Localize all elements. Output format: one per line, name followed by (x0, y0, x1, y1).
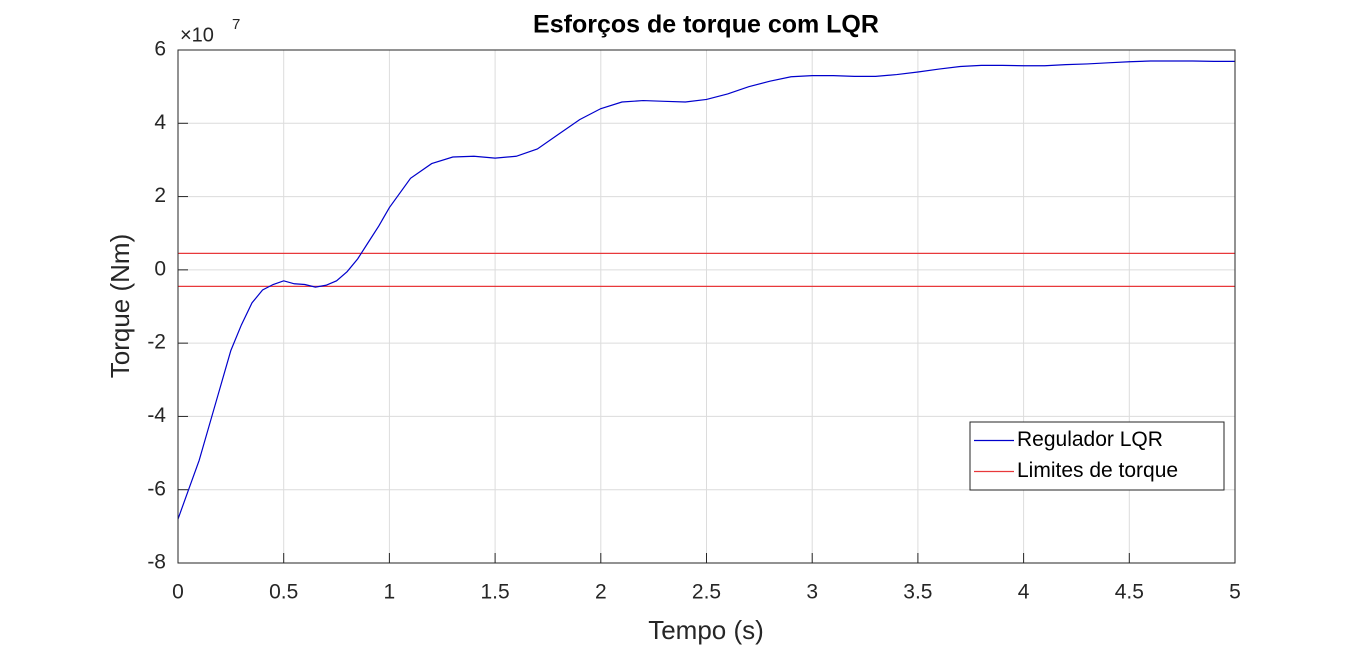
y-exponent-base: ×10 (180, 24, 214, 46)
y-tick-label: -8 (147, 551, 166, 574)
x-tick-label: 1.5 (480, 581, 509, 604)
y-exponent-power: 7 (232, 16, 240, 33)
series-line (177, 60, 1235, 520)
x-tick-label: 0.5 (269, 581, 298, 604)
x-tick-label: 4.5 (1115, 581, 1144, 604)
legend-label: Regulador LQR (1017, 428, 1163, 451)
y-tick-label: -6 (147, 477, 166, 500)
y-tick-label: 2 (154, 184, 166, 207)
y-axis-label: Torque (Nm) (105, 234, 135, 378)
x-tick-label: 1 (384, 581, 396, 604)
x-tick-label: 5 (1229, 581, 1241, 604)
x-tick-label: 4 (1018, 581, 1030, 604)
y-tick-label: -4 (147, 404, 166, 427)
y-tick-label: 4 (154, 111, 166, 134)
x-tick-label: 0 (172, 581, 184, 604)
y-tick-label: 6 (154, 38, 166, 61)
legend-box (969, 421, 1225, 491)
x-tick-label: 2 (595, 581, 607, 604)
plot-frame (177, 49, 1236, 564)
x-tick-label: 2.5 (692, 581, 721, 604)
chart-title: Esforços de torque com LQR (533, 11, 879, 39)
y-tick-label: 0 (154, 257, 166, 280)
x-axis-label: Tempo (s) (648, 615, 764, 645)
x-tick-label: 3.5 (903, 581, 932, 604)
x-tick-label: 3 (806, 581, 818, 604)
legend-label: Limites de torque (1017, 459, 1178, 482)
y-tick-label: -2 (147, 331, 166, 354)
